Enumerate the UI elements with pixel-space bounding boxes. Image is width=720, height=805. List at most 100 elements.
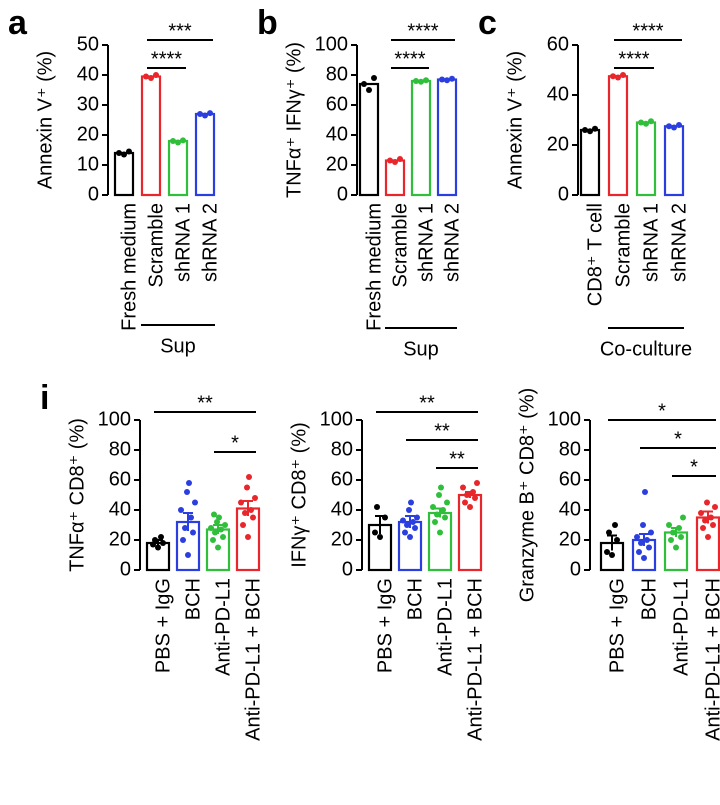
data-point [175, 139, 181, 146]
y-tick-label: 100 [320, 408, 353, 430]
significance-label: *** [168, 20, 192, 42]
data-point [470, 489, 476, 495]
y-tick-label: 60 [109, 468, 131, 490]
data-point [474, 480, 480, 486]
data-point [582, 127, 588, 133]
data-point [438, 484, 444, 491]
data-point [614, 537, 620, 543]
data-point [214, 519, 220, 525]
y-tick-label: 20 [331, 528, 353, 550]
y-tick-label: 0 [558, 183, 569, 205]
data-point [592, 125, 598, 132]
y-tick-label: 0 [342, 558, 353, 580]
data-point [150, 541, 156, 548]
data-point [218, 526, 224, 533]
x-tick-label: PBS + IgG [606, 578, 628, 673]
data-point [220, 534, 226, 540]
data-point [462, 499, 468, 506]
data-point [648, 529, 654, 536]
data-point [432, 519, 438, 525]
significance-label: * [690, 456, 698, 478]
data-point [180, 137, 186, 144]
y-tick-label: 40 [109, 498, 131, 520]
data-point [636, 549, 642, 555]
x-tick-label: Anti-PD-L1 [670, 578, 692, 676]
data-point [153, 72, 159, 78]
data-point [190, 529, 196, 536]
x-tick-label: PBS + IgG [374, 578, 396, 673]
data-point [410, 519, 416, 525]
bar [194, 112, 216, 197]
panel-label: b [257, 4, 278, 42]
data-point [464, 492, 470, 498]
data-point [158, 534, 164, 540]
y-tick-label: 20 [547, 133, 569, 155]
data-point [160, 540, 166, 546]
y-tick-label: 10 [77, 153, 99, 175]
data-point [673, 544, 679, 551]
y-tick-label: 40 [77, 63, 99, 85]
data-point [211, 511, 217, 518]
data-point [434, 511, 440, 518]
data-point [436, 492, 442, 498]
significance-label: * [658, 400, 666, 422]
data-point [155, 544, 161, 551]
bar [635, 121, 657, 197]
data-point [186, 480, 192, 486]
data-point [252, 495, 258, 501]
y-tick-label: 80 [109, 438, 131, 460]
y-tick-label: 40 [559, 498, 581, 520]
y-tick-label: 0 [88, 183, 99, 205]
y-tick-label: 20 [77, 123, 99, 145]
y-axis-label: TNFα⁺ CD8⁺ (%) [66, 418, 88, 572]
group-label: Co-culture [600, 338, 692, 360]
data-point [387, 157, 393, 164]
data-point [184, 489, 190, 495]
x-tick-label: shRNA 2 [199, 203, 221, 282]
bar [113, 151, 135, 197]
data-point [371, 75, 377, 81]
y-tick-label: 80 [331, 438, 353, 460]
bar [410, 79, 432, 197]
data-point [208, 525, 214, 531]
data-point [212, 529, 218, 536]
y-tick-label: 20 [109, 528, 131, 550]
data-point [712, 504, 718, 510]
y-tick-label: 60 [331, 468, 353, 490]
data-point [430, 504, 436, 510]
data-point [244, 484, 250, 491]
data-point [666, 123, 672, 130]
data-point [472, 495, 478, 501]
x-tick-label: BCH [182, 578, 204, 620]
data-point [668, 537, 674, 543]
data-point [442, 514, 448, 521]
data-point [678, 534, 684, 540]
significance-label: **** [407, 20, 438, 42]
y-tick-label: 0 [570, 558, 581, 580]
y-tick-label: 0 [337, 183, 348, 205]
data-point [143, 73, 149, 80]
data-point [400, 517, 406, 524]
bar [607, 75, 629, 197]
data-point [412, 525, 418, 531]
data-point [413, 78, 419, 84]
data-point [444, 77, 450, 84]
y-tick-label: 50 [77, 33, 99, 55]
data-point [240, 522, 246, 528]
data-point [444, 499, 450, 506]
x-tick-label: shRNA 1 [172, 203, 194, 282]
y-tick-label: 30 [77, 93, 99, 115]
y-axis-label: TNFα⁺ IFNγ⁺ (%) [283, 42, 305, 198]
x-tick-label: BCH [404, 578, 426, 620]
x-tick-label: Scramble [145, 203, 167, 287]
data-point [392, 159, 398, 165]
y-axis-label: Annexin V⁺ (%) [504, 51, 526, 189]
data-point [467, 504, 473, 510]
bar [167, 139, 189, 197]
data-point [372, 529, 378, 536]
data-point [377, 534, 383, 540]
data-point [642, 489, 648, 495]
data-point [640, 522, 646, 528]
data-point [197, 111, 203, 117]
data-point [382, 514, 388, 521]
